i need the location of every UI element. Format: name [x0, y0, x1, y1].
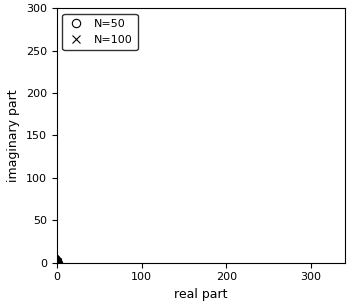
- N=50: [51, 257, 55, 261]
- N=50: [50, 256, 54, 260]
- N=50: [54, 260, 58, 264]
- N=50: [52, 258, 57, 262]
- N=50: [55, 261, 59, 264]
- N=100: [53, 259, 57, 263]
- N=100: [51, 257, 55, 260]
- N=50: [55, 261, 59, 265]
- N=50: [55, 262, 60, 265]
- N=100: [55, 261, 59, 265]
- N=50: [51, 257, 55, 261]
- N=50: [54, 260, 58, 264]
- Legend: N=50, N=100: N=50, N=100: [62, 14, 138, 50]
- N=50: [51, 257, 55, 261]
- N=100: [53, 259, 58, 263]
- N=50: [54, 260, 58, 264]
- N=50: [52, 258, 56, 262]
- N=50: [54, 260, 58, 263]
- Y-axis label: imaginary part: imaginary part: [7, 89, 20, 182]
- N=100: [47, 253, 51, 256]
- N=50: [50, 257, 55, 260]
- N=50: [50, 257, 55, 260]
- N=50: [52, 258, 56, 262]
- N=50: [52, 259, 57, 262]
- X-axis label: real part: real part: [174, 288, 228, 301]
- N=100: [50, 257, 55, 260]
- Line: N=50: N=50: [47, 253, 62, 267]
- N=50: [53, 259, 57, 263]
- N=50: [55, 261, 59, 265]
- N=50: [53, 259, 57, 263]
- N=50: [50, 256, 54, 260]
- N=50: [53, 260, 58, 263]
- N=50: [54, 260, 59, 264]
- N=50: [53, 259, 57, 263]
- N=50: [53, 259, 57, 262]
- N=50: [52, 258, 56, 261]
- N=50: [49, 255, 53, 259]
- Line: N=100: N=100: [44, 250, 62, 267]
- N=100: [52, 259, 57, 262]
- N=50: [55, 261, 59, 265]
- N=50: [49, 256, 54, 259]
- N=50: [54, 261, 59, 264]
- N=100: [55, 261, 59, 265]
- N=100: [47, 253, 51, 257]
